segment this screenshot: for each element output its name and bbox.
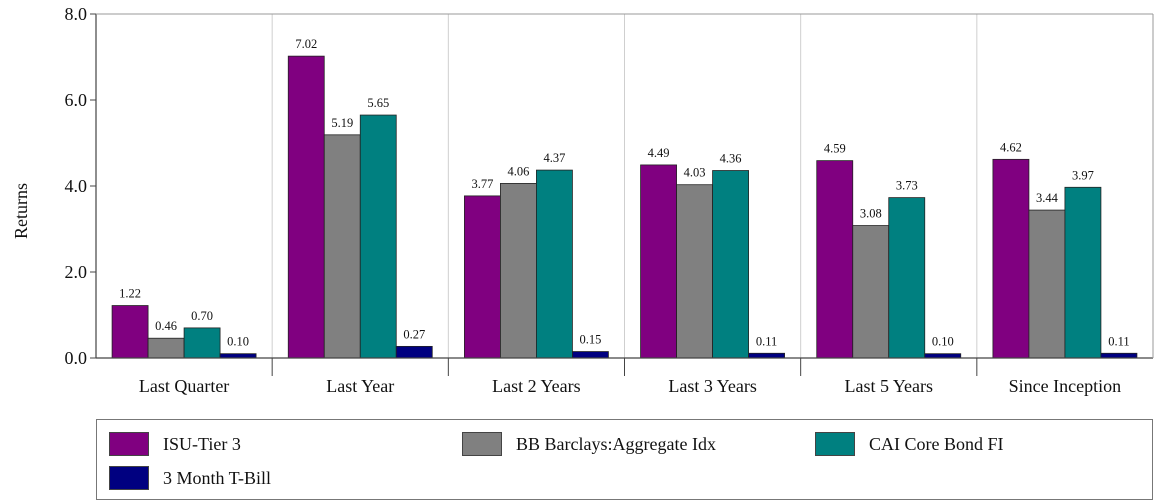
bar — [464, 195, 501, 359]
x-category-label: Last 2 Years — [492, 376, 581, 396]
bar-value-label: 4.03 — [684, 166, 706, 180]
bar-value-label: 0.27 — [403, 327, 425, 341]
bar — [1028, 209, 1066, 359]
bar — [287, 55, 325, 359]
legend-swatch — [462, 432, 502, 456]
grid-layer — [271, 14, 978, 358]
bar-value-label: 3.97 — [1072, 168, 1094, 182]
bar-value-label: 4.36 — [720, 152, 742, 166]
bar — [395, 345, 433, 359]
bar-value-label: 0.10 — [227, 335, 249, 349]
y-tick-label: 0.0 — [65, 348, 88, 368]
bar-value-label: 4.59 — [824, 142, 846, 156]
bar-value-label: 3.44 — [1036, 191, 1059, 205]
bar-value-label: 5.19 — [331, 116, 353, 130]
bar — [219, 353, 257, 359]
bar-value-label: 1.22 — [119, 287, 141, 301]
legend-label: CAI Core Bond FI — [869, 433, 1004, 454]
bar-value-label: 0.15 — [579, 333, 601, 347]
value-labels-layer: 1.22 7.02 3.77 4.49 4.59 4.62 0.46 5.19 4.06 4.03… — [119, 37, 1129, 349]
bar — [640, 164, 677, 359]
y-tick-label: 4.0 — [65, 176, 88, 196]
bars-layer — [111, 55, 1138, 359]
bar-value-label: 0.10 — [932, 335, 954, 349]
y-axis-title: Returns — [11, 183, 31, 239]
bar-value-label: 3.08 — [860, 207, 882, 221]
bar — [924, 353, 962, 359]
bar-value-label: 0.46 — [155, 319, 177, 333]
x-category-label: Last 3 Years — [668, 376, 757, 396]
bar-value-label: 0.11 — [1108, 334, 1129, 348]
legend-swatch — [815, 432, 855, 456]
bar — [536, 169, 573, 359]
bar-value-label: 0.11 — [756, 334, 777, 348]
bar-value-label: 3.73 — [896, 179, 918, 193]
legend-swatch — [109, 432, 149, 456]
bar — [676, 184, 713, 359]
bar — [147, 337, 185, 359]
bar — [852, 225, 890, 359]
bar — [500, 183, 537, 359]
y-tick-label: 6.0 — [65, 90, 88, 110]
legend-item-cai-core-bond: CAI Core Bond FI — [815, 432, 1004, 456]
bar — [183, 327, 221, 359]
x-category-label: Last Quarter — [139, 376, 229, 396]
y-tick-label: 2.0 — [65, 262, 88, 282]
legend: ISU-Tier 3 BB Barclays:Aggregate Idx CAI… — [96, 419, 1153, 500]
legend-label: BB Barclays:Aggregate Idx — [516, 433, 716, 454]
returns-bar-chart: Returns 1.22 7.02 3.77 4.49 4.59 4.62 0.46 5.19… — [11, 4, 1154, 396]
x-category-label: Last 5 Years — [845, 376, 934, 396]
legend-swatch — [109, 466, 149, 490]
bar — [712, 170, 749, 359]
bar — [1100, 352, 1138, 359]
bar — [888, 197, 926, 359]
x-category-label: Last Year — [326, 376, 394, 396]
bar — [816, 160, 854, 359]
bar-value-label: 5.65 — [367, 96, 389, 110]
bar-value-label: 4.37 — [543, 151, 565, 165]
bar — [748, 352, 785, 359]
bar-value-label: 7.02 — [295, 37, 317, 51]
bar-value-label: 3.77 — [471, 177, 493, 191]
bar-value-label: 4.49 — [648, 146, 670, 160]
bar — [572, 351, 609, 359]
legend-label: ISU-Tier 3 — [163, 433, 241, 454]
bar-value-label: 4.06 — [507, 164, 529, 178]
bar — [1064, 186, 1102, 359]
axis-layer: 0.0 2.0 4.0 6.0 8.0 Last Quarter Last Year Last… — [65, 4, 1154, 396]
x-category-label: Since Inception — [1009, 376, 1121, 396]
bar — [992, 158, 1030, 359]
bar — [323, 134, 361, 359]
bar-value-label: 0.70 — [191, 309, 213, 323]
y-tick-label: 8.0 — [65, 4, 88, 24]
legend-item-bb-barclays: BB Barclays:Aggregate Idx — [462, 432, 716, 456]
legend-label: 3 Month T-Bill — [163, 467, 272, 488]
bar-value-label: 4.62 — [1000, 140, 1022, 154]
legend-item-isu-tier-3: ISU-Tier 3 — [109, 432, 241, 456]
legend-item-3-month-t-bill: 3 Month T-Bill — [109, 466, 271, 490]
bar — [111, 305, 149, 359]
bar — [359, 114, 397, 359]
